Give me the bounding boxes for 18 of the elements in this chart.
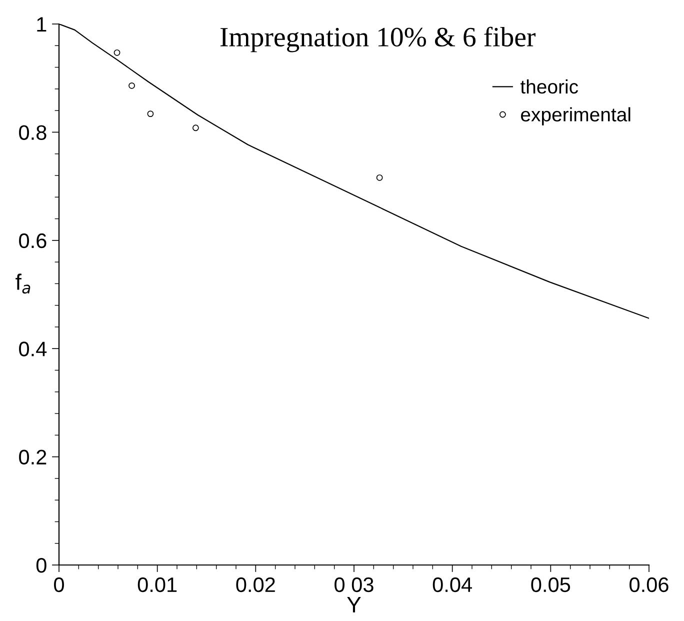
x-axis-title: Y [347, 597, 361, 612]
y-tick-label: 1 [37, 17, 46, 32]
legend-label: experimental [521, 107, 630, 126]
x-tick-label: 0.04 [432, 577, 472, 592]
x-tick-label: 0 [54, 577, 64, 592]
x-tick-label: 0.02 [236, 577, 275, 592]
legend-label: theoric [520, 79, 578, 94]
x-tick-label: 0.05 [531, 577, 570, 592]
y-tick-label: 0 [36, 558, 46, 573]
y-tick-label: 0.8 [19, 125, 46, 140]
y-tick-label: 0.4 [19, 342, 47, 356]
chart-title: Impregnation 10% & 6 fiber [220, 26, 536, 52]
x-tick-label: 0 03 [334, 577, 374, 592]
x-tick-label: 0.06 [630, 577, 668, 592]
y-tick-label: 0.6 [19, 233, 46, 248]
y-axis-title: f$_{a}$ [16, 274, 30, 294]
y-tick-label: 0.2 [19, 450, 46, 465]
x-tick-label: 0.01 [138, 577, 177, 592]
